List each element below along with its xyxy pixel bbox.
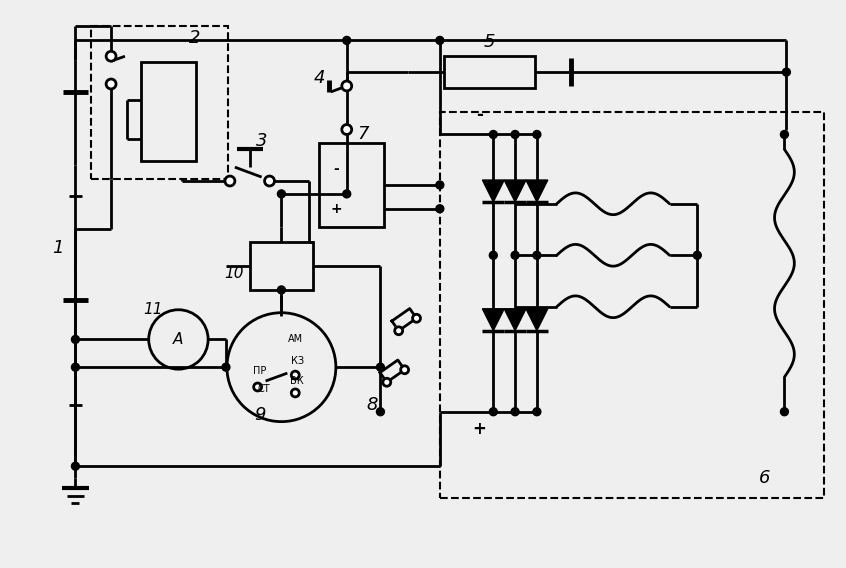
Text: 10: 10 — [224, 266, 244, 281]
Circle shape — [413, 314, 420, 322]
Text: 11: 11 — [143, 302, 162, 318]
Polygon shape — [504, 309, 526, 331]
Circle shape — [342, 124, 352, 135]
Text: АМ: АМ — [288, 335, 303, 344]
Circle shape — [533, 251, 541, 259]
Text: +: + — [473, 420, 486, 437]
Text: 1: 1 — [52, 239, 63, 257]
Circle shape — [781, 408, 788, 416]
Text: А: А — [173, 332, 184, 347]
Text: -: - — [333, 162, 338, 176]
Circle shape — [376, 363, 384, 371]
Circle shape — [694, 251, 701, 259]
Circle shape — [277, 286, 285, 294]
Circle shape — [376, 408, 384, 416]
Text: 5: 5 — [484, 34, 495, 51]
Polygon shape — [504, 180, 526, 202]
Text: ВК: ВК — [290, 376, 304, 386]
Circle shape — [343, 190, 351, 198]
Bar — [91, 26, 228, 179]
Circle shape — [106, 51, 116, 61]
Circle shape — [489, 408, 497, 416]
Circle shape — [395, 327, 403, 335]
Circle shape — [533, 408, 541, 416]
Text: КЗ: КЗ — [291, 356, 304, 366]
Circle shape — [489, 251, 497, 259]
Text: +: + — [330, 202, 342, 216]
Circle shape — [436, 205, 444, 212]
Circle shape — [343, 36, 351, 44]
Circle shape — [291, 389, 299, 397]
Text: 6: 6 — [759, 469, 771, 487]
Circle shape — [225, 176, 235, 186]
Circle shape — [436, 181, 444, 189]
Text: 4: 4 — [313, 69, 325, 87]
Circle shape — [383, 378, 391, 386]
Circle shape — [511, 131, 519, 139]
Circle shape — [783, 68, 790, 76]
Circle shape — [401, 366, 409, 374]
Circle shape — [533, 131, 541, 139]
Circle shape — [291, 371, 299, 379]
Bar — [440, 112, 824, 498]
Circle shape — [511, 408, 519, 416]
Text: 7: 7 — [357, 126, 368, 144]
Polygon shape — [482, 180, 504, 202]
Circle shape — [71, 363, 80, 371]
Polygon shape — [526, 180, 547, 202]
Circle shape — [489, 131, 497, 139]
Circle shape — [436, 36, 444, 44]
Polygon shape — [526, 309, 547, 331]
Bar — [250, 243, 313, 290]
Text: 8: 8 — [367, 396, 378, 414]
Text: ПР: ПР — [253, 366, 266, 376]
Text: СТ: СТ — [257, 384, 270, 394]
Circle shape — [511, 251, 519, 259]
Text: 3: 3 — [255, 132, 267, 151]
Circle shape — [71, 336, 80, 344]
Bar — [444, 56, 535, 88]
Circle shape — [106, 79, 116, 89]
Circle shape — [277, 190, 285, 198]
Text: 9: 9 — [254, 406, 266, 424]
Polygon shape — [482, 309, 504, 331]
Circle shape — [781, 131, 788, 139]
Bar — [319, 143, 384, 227]
Bar — [140, 62, 196, 161]
Circle shape — [222, 363, 230, 371]
Circle shape — [254, 383, 261, 391]
Circle shape — [342, 81, 352, 91]
Text: 2: 2 — [189, 30, 200, 47]
Circle shape — [71, 462, 80, 470]
Circle shape — [265, 176, 274, 186]
Text: -: - — [476, 106, 483, 124]
